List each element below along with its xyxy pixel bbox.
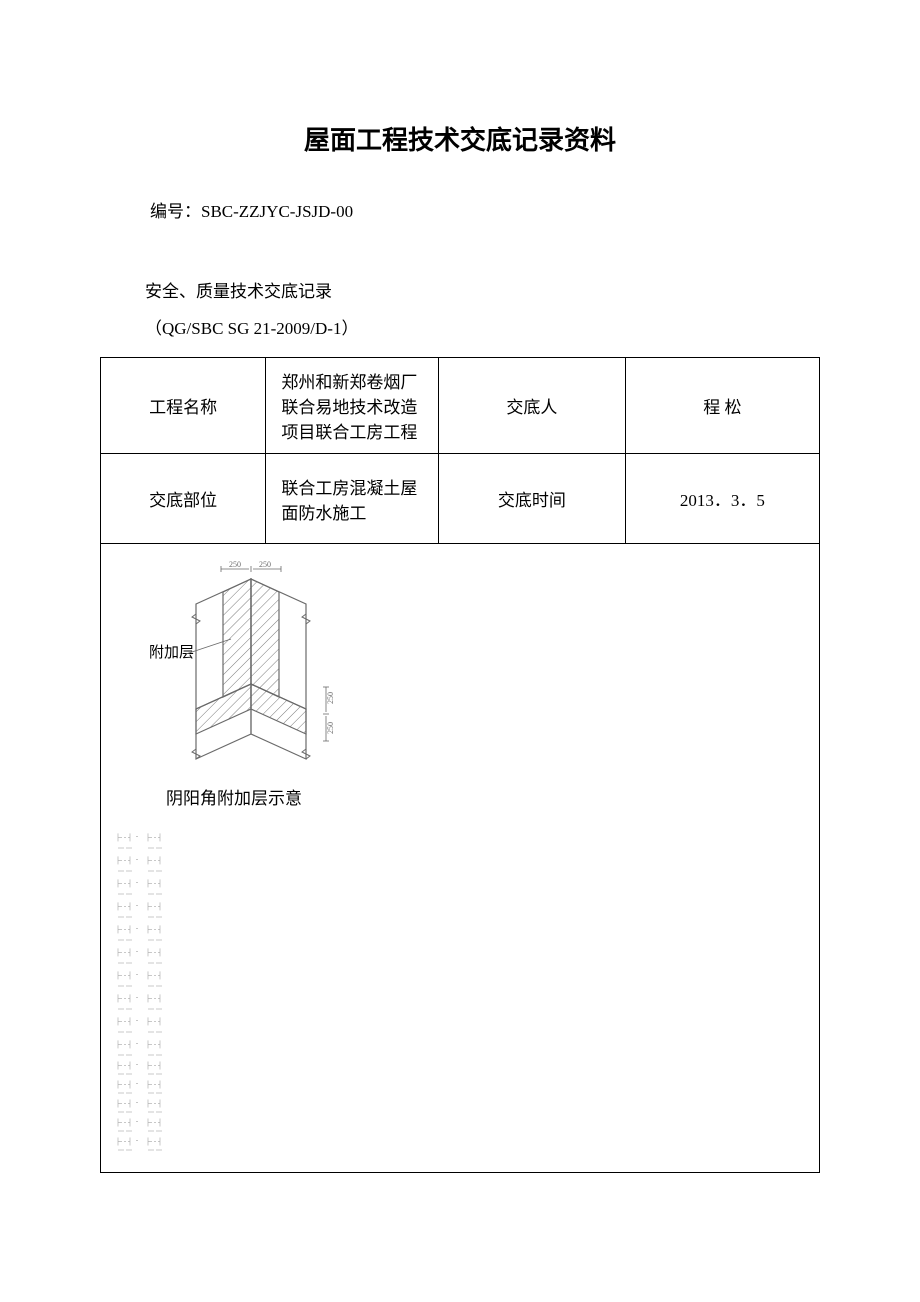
dash-row bbox=[116, 873, 809, 896]
location-value: 联合工房混凝土屋面防水施工 bbox=[266, 454, 439, 544]
dim-250-tl: 250 bbox=[229, 560, 241, 569]
info-table: 工程名称 郑州和新郑卷烟厂联合易地技术改造项目联合工房工程 交底人 程 松 交底… bbox=[100, 357, 820, 1173]
dash-row bbox=[116, 896, 809, 919]
dash-row bbox=[116, 965, 809, 988]
corner-diagram: 250 250 附加层 bbox=[111, 559, 381, 774]
project-name-label: 工程名称 bbox=[101, 358, 266, 454]
dash-row bbox=[116, 1095, 809, 1114]
dash-row bbox=[116, 942, 809, 965]
sub-title: 安全、质量技术交底记录 bbox=[145, 277, 820, 302]
dash-row bbox=[116, 1114, 809, 1133]
dash-row bbox=[116, 1011, 809, 1034]
document-number: 编号：SBC-ZZJYC-JSJD-00 bbox=[150, 197, 820, 222]
diagram-cell: 250 250 附加层 bbox=[101, 544, 820, 1173]
time-value: 2013．3．5 bbox=[625, 454, 819, 544]
dim-250-mid: 250 bbox=[326, 692, 335, 704]
dash-row bbox=[116, 1034, 809, 1057]
presenter-value: 程 松 bbox=[625, 358, 819, 454]
dash-row bbox=[116, 988, 809, 1011]
dim-250-tr: 250 bbox=[259, 560, 271, 569]
dash-row bbox=[116, 1076, 809, 1095]
dash-row bbox=[116, 1057, 809, 1076]
dash-row bbox=[116, 850, 809, 873]
dash-row bbox=[116, 1133, 809, 1152]
dash-row bbox=[116, 827, 809, 850]
layer-label: 附加层 bbox=[149, 644, 194, 661]
dash-pattern-block bbox=[116, 827, 809, 1172]
dash-row bbox=[116, 919, 809, 942]
presenter-label: 交底人 bbox=[438, 358, 625, 454]
standard-code: （QG/SBC SG 21-2009/D-1） bbox=[145, 314, 820, 339]
time-label: 交底时间 bbox=[438, 454, 625, 544]
diagram-caption: 阴阳角附加层示意 bbox=[166, 784, 809, 809]
project-name-value: 郑州和新郑卷烟厂联合易地技术改造项目联合工房工程 bbox=[266, 358, 439, 454]
location-label: 交底部位 bbox=[101, 454, 266, 544]
dim-250-bot: 250 bbox=[326, 722, 335, 734]
document-title: 屋面工程技术交底记录资料 bbox=[100, 120, 820, 157]
